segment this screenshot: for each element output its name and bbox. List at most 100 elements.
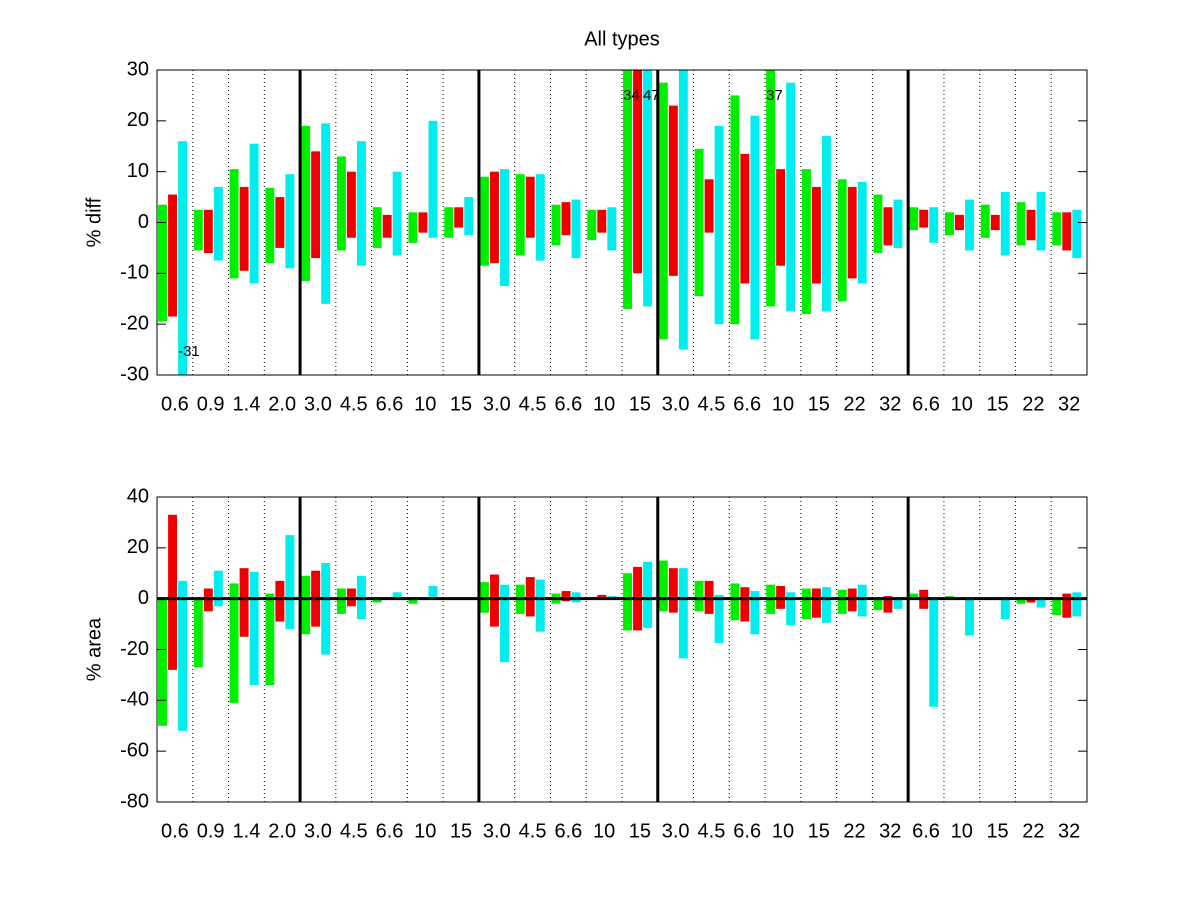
bar bbox=[1072, 209, 1082, 259]
x-tick-label: 4.5 bbox=[519, 393, 547, 415]
bar bbox=[668, 105, 678, 276]
bar bbox=[883, 207, 893, 246]
x-tick-label: 10 bbox=[951, 820, 973, 842]
bar bbox=[178, 580, 188, 731]
bar bbox=[535, 174, 545, 261]
bar bbox=[311, 151, 321, 259]
x-tick-label: 15 bbox=[629, 820, 651, 842]
bar bbox=[285, 535, 295, 630]
bar bbox=[571, 199, 581, 259]
x-tick-label: 2.0 bbox=[268, 820, 296, 842]
bar bbox=[1026, 209, 1036, 241]
x-tick-label: 32 bbox=[879, 393, 901, 415]
bar bbox=[356, 141, 366, 266]
bar bbox=[392, 592, 402, 599]
x-tick-label: 10 bbox=[593, 820, 615, 842]
x-tick-label: 15 bbox=[986, 820, 1008, 842]
bar bbox=[801, 169, 811, 314]
y-axis-label: % area bbox=[83, 617, 105, 681]
bar bbox=[750, 115, 760, 340]
bar bbox=[265, 187, 275, 264]
bar bbox=[1016, 598, 1026, 604]
axes: 34 37 -31 47 -30 -20 -10 0 10 20 30 0.6 0.9 1.4 2.0 3.0… bbox=[83, 28, 1088, 415]
bar bbox=[265, 593, 275, 686]
bar bbox=[535, 579, 545, 632]
x-tick-label: 4.5 bbox=[340, 820, 368, 842]
bar bbox=[168, 514, 178, 670]
bar bbox=[801, 588, 811, 619]
bar bbox=[454, 207, 464, 228]
clip-label: 34 bbox=[623, 87, 640, 104]
bar bbox=[561, 202, 571, 236]
bar bbox=[821, 136, 831, 312]
bar bbox=[418, 212, 428, 233]
bar bbox=[239, 568, 249, 637]
bar bbox=[193, 209, 203, 251]
bar bbox=[633, 70, 643, 274]
bar bbox=[158, 204, 168, 322]
x-tick-label: 32 bbox=[1058, 393, 1080, 415]
y-tick-label: 20 bbox=[127, 109, 149, 131]
bar bbox=[643, 561, 653, 628]
x-tick-label: 4.5 bbox=[340, 393, 368, 415]
bar bbox=[1062, 212, 1072, 251]
x-tick-label: 10 bbox=[772, 393, 794, 415]
bar bbox=[249, 571, 259, 686]
bar bbox=[811, 186, 821, 284]
bar bbox=[623, 70, 633, 309]
bar bbox=[515, 174, 525, 256]
bar bbox=[301, 125, 311, 281]
bar bbox=[750, 591, 760, 635]
x-tick-label: 3.0 bbox=[483, 393, 511, 415]
clip-label: 37 bbox=[766, 87, 783, 104]
bars bbox=[158, 70, 1082, 375]
bar bbox=[372, 598, 382, 603]
bar bbox=[336, 156, 346, 251]
bar bbox=[714, 594, 724, 644]
x-tick-label: 2.0 bbox=[268, 393, 296, 415]
bar bbox=[321, 563, 331, 655]
bar bbox=[873, 598, 883, 611]
bar bbox=[1000, 192, 1010, 256]
x-tick-label: 6.6 bbox=[376, 393, 404, 415]
y-tick-label: -30 bbox=[120, 363, 149, 385]
clip-label: 47 bbox=[643, 87, 660, 104]
bar bbox=[909, 593, 919, 599]
bar bbox=[321, 123, 331, 304]
x-tick-label: 10 bbox=[414, 820, 436, 842]
bar bbox=[275, 197, 285, 248]
bar bbox=[929, 207, 939, 243]
bar bbox=[893, 598, 903, 609]
bar bbox=[730, 95, 740, 325]
bar bbox=[1052, 212, 1062, 246]
bar bbox=[658, 560, 668, 612]
y-tick-label: -20 bbox=[120, 312, 149, 334]
bar bbox=[837, 179, 847, 302]
x-tick-label: 6.6 bbox=[554, 393, 582, 415]
bar bbox=[837, 589, 847, 614]
bar bbox=[766, 70, 776, 307]
bar bbox=[587, 209, 597, 241]
bar bbox=[1000, 598, 1010, 619]
x-tick-label: 22 bbox=[843, 393, 865, 415]
bar bbox=[275, 580, 285, 622]
bar bbox=[382, 214, 392, 238]
bar bbox=[965, 598, 974, 636]
x-tick-label: 1.4 bbox=[233, 820, 261, 842]
bar bbox=[525, 176, 535, 238]
bar bbox=[1026, 598, 1036, 603]
bar bbox=[490, 171, 499, 264]
x-tick-label: 22 bbox=[843, 820, 865, 842]
chart-title: All types bbox=[584, 28, 660, 50]
bar bbox=[249, 143, 259, 284]
bar bbox=[229, 169, 239, 279]
bar bbox=[893, 199, 903, 248]
y-tick-label: 10 bbox=[127, 160, 149, 182]
y-tick-label: -20 bbox=[120, 638, 149, 660]
bar bbox=[607, 207, 617, 251]
x-tick-label: 0.6 bbox=[161, 820, 189, 842]
x-tick-label: 3.0 bbox=[662, 393, 690, 415]
x-tick-label: 10 bbox=[772, 820, 794, 842]
bar bbox=[786, 592, 796, 626]
